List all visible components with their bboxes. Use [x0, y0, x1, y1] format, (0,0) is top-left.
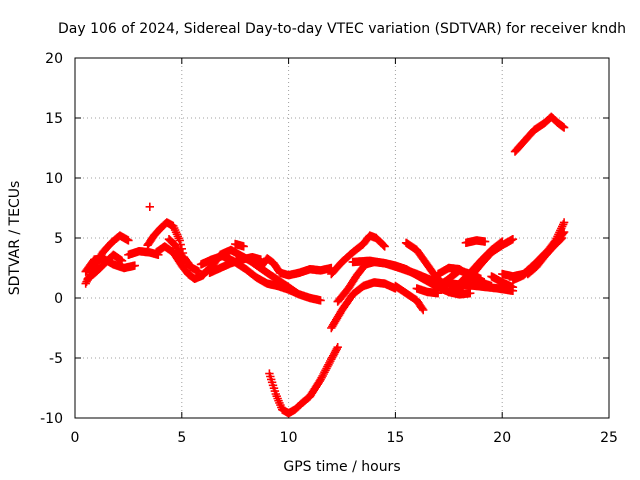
data-point — [379, 241, 388, 250]
data-point — [124, 236, 133, 245]
y-tick-label: -10 — [40, 411, 63, 427]
data-point — [419, 305, 428, 315]
x-tick-label: 10 — [280, 430, 298, 446]
x-axis-label: GPS time / hours — [283, 459, 400, 475]
data-point — [183, 258, 192, 267]
y-tick-label: 0 — [54, 291, 63, 307]
data-point — [239, 242, 248, 251]
series-track-m — [265, 343, 342, 418]
axis-ticks: 0 5 10 15 20 25 -10 -5 0 5 10 15 20 — [40, 51, 618, 446]
series-track-g — [164, 235, 193, 268]
data-point — [559, 123, 569, 132]
y-tick-label: 15 — [45, 111, 63, 127]
data-point — [117, 256, 127, 265]
data-point — [559, 218, 569, 227]
data-point — [556, 234, 566, 244]
y-tick-label: 20 — [45, 51, 63, 67]
data-point — [480, 237, 490, 246]
y-axis-label: SDTVAR / TECUs — [7, 181, 23, 296]
series-track-l — [256, 254, 336, 280]
data-point — [145, 202, 154, 211]
x-tick-label: 5 — [177, 430, 186, 446]
series-track-e — [143, 218, 204, 276]
y-tick-label: 10 — [45, 171, 63, 187]
series-outlier — [145, 202, 154, 211]
data-point — [380, 242, 389, 251]
x-tick-label: 15 — [386, 430, 404, 446]
series-track-w — [455, 235, 518, 294]
series-track-x — [461, 236, 490, 247]
y-tick-label: 5 — [54, 231, 63, 247]
series-track-y — [487, 272, 518, 292]
series-track-c — [83, 250, 127, 283]
data-point — [316, 296, 325, 305]
x-tick-label: 0 — [71, 430, 80, 446]
y-tick-label: -5 — [49, 351, 63, 367]
data-point — [487, 281, 496, 291]
data-point — [175, 236, 184, 245]
data-point — [508, 235, 518, 244]
data-point — [557, 233, 567, 243]
chart-title: Day 106 of 2024, Sidereal Day-to-day VTE… — [58, 21, 626, 37]
x-tick-label: 20 — [493, 430, 511, 446]
grid — [75, 58, 609, 418]
series-track-ab — [523, 233, 567, 279]
series-track-n — [327, 231, 389, 279]
data-point — [418, 304, 427, 313]
data-point — [433, 289, 443, 298]
series-track-ac — [510, 112, 569, 156]
data-point — [508, 283, 518, 292]
data-point — [184, 259, 193, 268]
data-point — [130, 261, 139, 270]
series-track-r — [391, 281, 428, 315]
series-track-b — [81, 254, 139, 276]
series-track-t — [412, 284, 443, 298]
data-point — [466, 289, 475, 298]
x-tick-label: 25 — [600, 430, 618, 446]
series-track-k — [231, 239, 248, 251]
data-points — [81, 112, 569, 418]
series-track-j — [205, 253, 265, 277]
data-point — [333, 343, 342, 352]
